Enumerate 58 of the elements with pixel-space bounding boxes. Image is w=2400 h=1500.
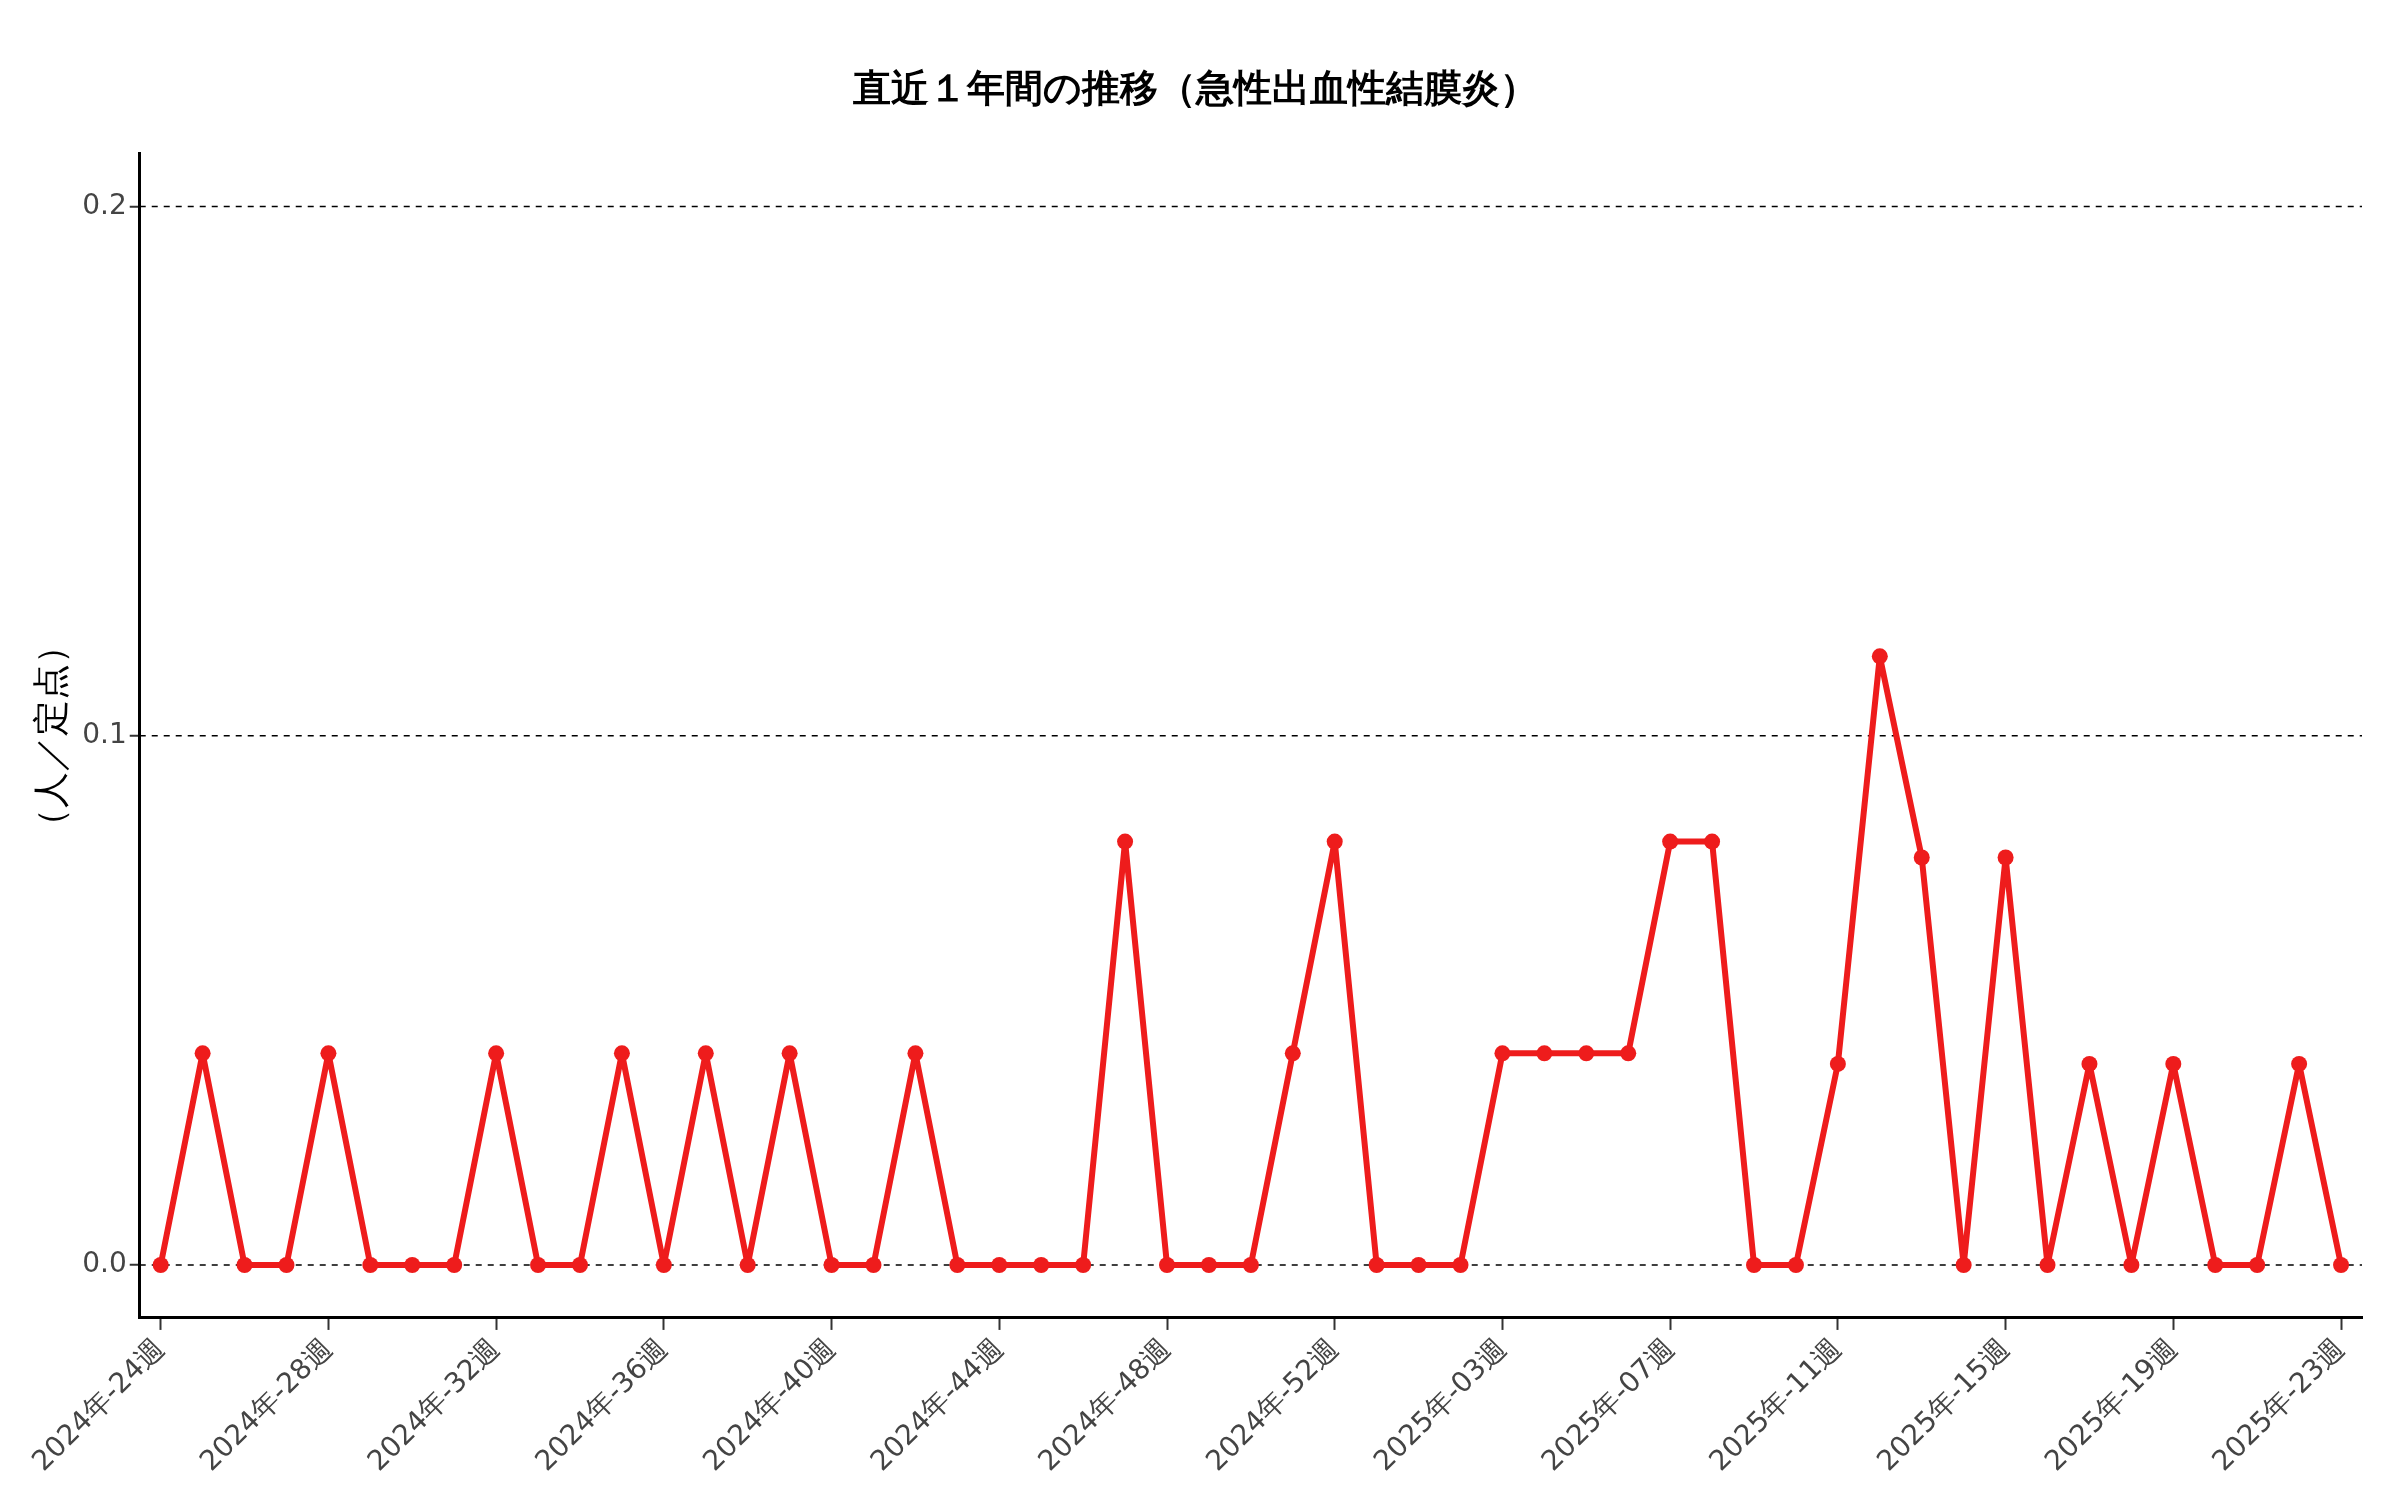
point (1159, 1256, 1176, 1273)
point (2039, 1256, 2056, 1273)
y-tick-label: 0.2 (82, 187, 127, 221)
point (2165, 1055, 2182, 1072)
point (2207, 1256, 2224, 1273)
y-tick-label: 0.1 (82, 717, 127, 751)
point (1368, 1256, 1385, 1273)
point (1117, 833, 1134, 850)
point (1787, 1256, 1804, 1273)
point (1494, 1045, 1511, 1062)
point (697, 1045, 714, 1062)
point (1704, 833, 1721, 850)
point (739, 1256, 756, 1273)
point (1955, 1256, 1972, 1273)
point (1662, 833, 1679, 850)
point (404, 1256, 421, 1273)
point (613, 1045, 630, 1062)
point (907, 1045, 924, 1062)
point (1075, 1256, 1092, 1273)
chart-title: 直近１年間の推移（急性出血性結膜炎） (851, 65, 1538, 110)
point (1829, 1055, 1846, 1072)
point (781, 1045, 798, 1062)
point (1033, 1256, 1050, 1273)
point (2081, 1055, 2098, 1072)
point (530, 1256, 547, 1273)
point (2123, 1256, 2140, 1273)
point (2249, 1256, 2266, 1273)
point (865, 1256, 882, 1273)
point (488, 1045, 505, 1062)
point (320, 1045, 337, 1062)
point (1284, 1045, 1301, 1062)
point (1242, 1256, 1259, 1273)
point (1536, 1045, 1553, 1062)
point (949, 1256, 966, 1273)
point (1410, 1256, 1427, 1273)
point (1326, 833, 1343, 850)
point (194, 1045, 211, 1062)
point (2291, 1055, 2308, 1072)
point (446, 1256, 463, 1273)
point (1871, 648, 1888, 665)
point (1200, 1256, 1217, 1273)
point (1746, 1256, 1763, 1273)
point (152, 1256, 169, 1273)
point (236, 1256, 253, 1273)
point (1452, 1256, 1469, 1273)
point (1913, 849, 1930, 866)
point (2333, 1256, 2350, 1273)
point (1578, 1045, 1595, 1062)
y-tick-label: 0.0 (82, 1246, 127, 1280)
y-axis-title: （人／定点） (29, 627, 71, 844)
point (1620, 1045, 1637, 1062)
point (362, 1256, 379, 1273)
point (991, 1256, 1008, 1273)
point (571, 1256, 588, 1273)
point (823, 1256, 840, 1273)
point (1997, 849, 2014, 866)
point (655, 1256, 672, 1273)
point (278, 1256, 295, 1273)
